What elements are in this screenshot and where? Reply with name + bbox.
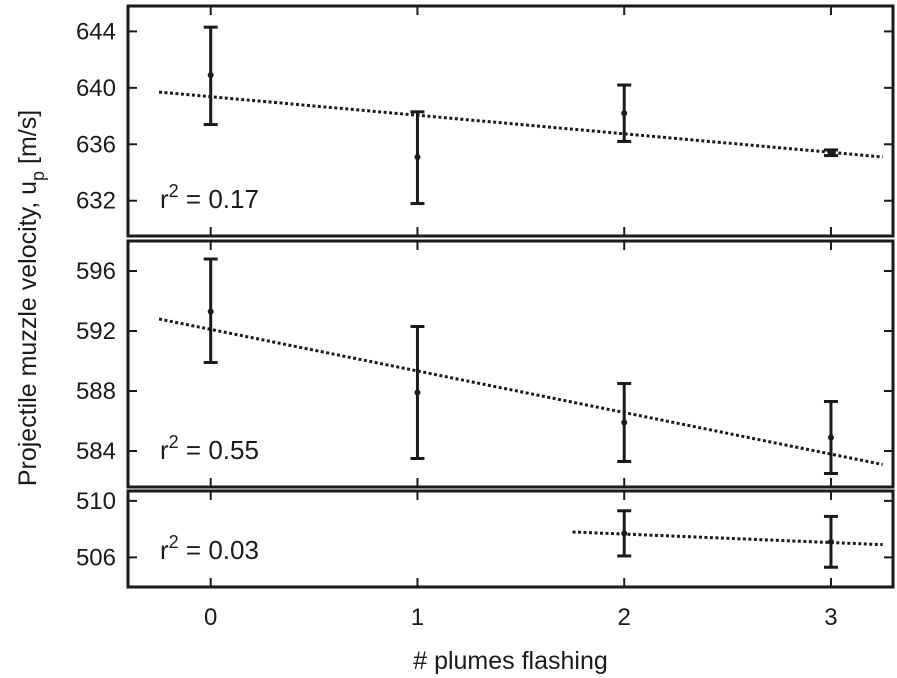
r-squared-value: = 0.55 xyxy=(179,435,259,465)
data-point xyxy=(414,153,421,160)
r-squared-label: r2 = 0.55 xyxy=(160,432,259,465)
x-axis-label: # plumes flashing xyxy=(413,647,608,675)
x-tick-label: 3 xyxy=(824,604,837,631)
panel-3: 506 510 r2 = 0.03 xyxy=(76,488,895,589)
y-tick-label: 506 xyxy=(76,544,116,571)
panel-frame xyxy=(126,4,895,238)
y-tick-label: 592 xyxy=(76,318,116,345)
y-tick-label: 584 xyxy=(76,438,116,465)
data-point xyxy=(621,110,628,117)
x-tick-label: 1 xyxy=(411,604,424,631)
fit-line xyxy=(572,530,883,547)
y-tick-label: 510 xyxy=(76,488,116,515)
r-squared-exponent: 2 xyxy=(169,532,179,552)
y-axis-label-main: Projectile muzzle velocity, u xyxy=(14,181,42,486)
y-tick-label: 636 xyxy=(76,131,116,158)
r-squared-exponent: 2 xyxy=(169,432,179,452)
y-tick-label: 632 xyxy=(76,188,116,215)
data-point xyxy=(621,419,628,426)
x-tick-label: 2 xyxy=(618,604,631,631)
r-squared-exponent: 2 xyxy=(169,181,179,201)
data-point xyxy=(827,538,834,545)
y-axis-label-unit: [m/s] xyxy=(14,110,42,171)
x-tick-label: 0 xyxy=(204,604,217,631)
y-axis-label: Projectile muzzle velocity, up [m/s] xyxy=(14,110,48,486)
data-point xyxy=(827,149,834,156)
panel-1: 632 636 640 644 r2 = 0.17 xyxy=(76,4,895,238)
r-squared-symbol: r xyxy=(160,435,169,465)
data-point xyxy=(207,72,214,79)
panel-2: 584 588 592 596 r2 = 0.55 xyxy=(76,239,895,489)
r-squared-value: = 0.17 xyxy=(179,184,259,214)
y-tick-label: 640 xyxy=(76,75,116,102)
panel-frame xyxy=(126,239,895,489)
r-squared-label: r2 = 0.17 xyxy=(160,181,259,214)
panel-frame xyxy=(126,489,895,589)
r-squared-label: r2 = 0.03 xyxy=(160,532,259,565)
fit-line xyxy=(158,90,883,159)
data-point xyxy=(207,308,214,315)
data-point xyxy=(414,389,421,396)
data-point xyxy=(827,434,834,441)
y-tick-label: 596 xyxy=(76,258,116,285)
r-squared-value: = 0.03 xyxy=(179,535,259,565)
fit-line xyxy=(158,317,883,466)
y-axis-label-subscript: p xyxy=(28,171,48,181)
y-tick-label: 588 xyxy=(76,378,116,405)
r-squared-symbol: r xyxy=(160,184,169,214)
r-squared-symbol: r xyxy=(160,535,169,565)
data-point xyxy=(621,530,628,537)
y-tick-label: 644 xyxy=(76,18,116,45)
